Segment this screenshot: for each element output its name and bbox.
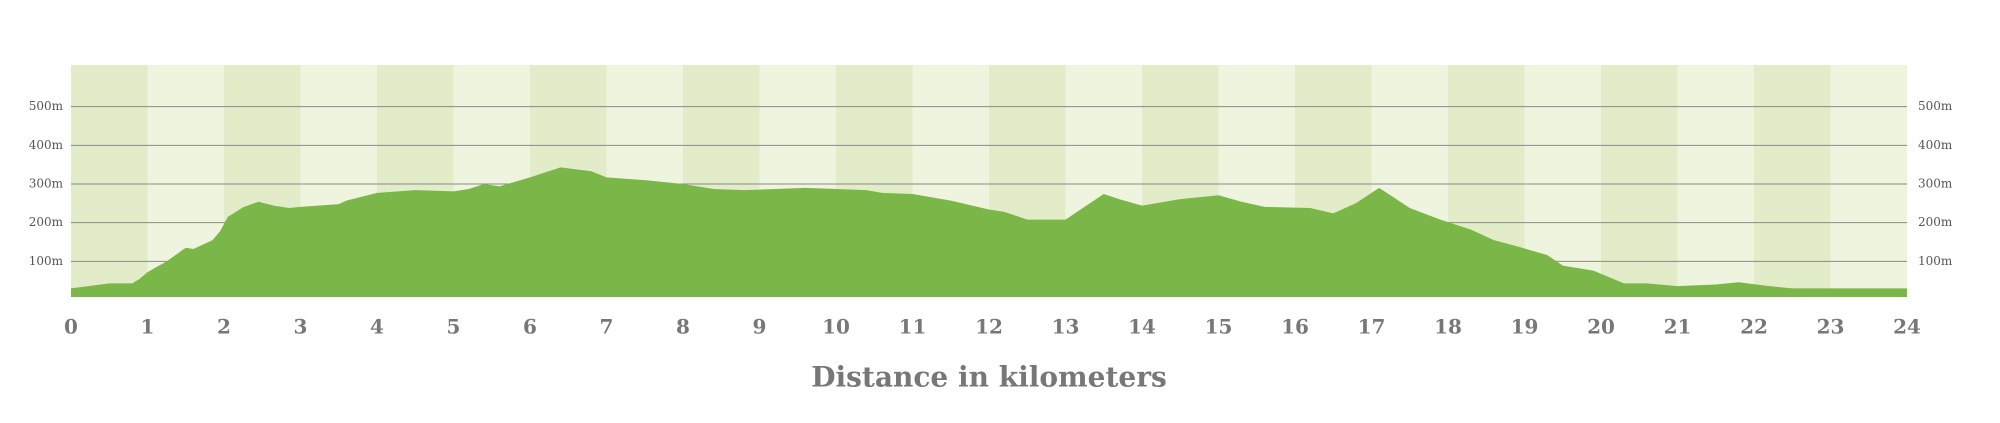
band: [1830, 65, 1907, 297]
x-tick-label: 14: [1128, 315, 1156, 339]
y-tick-label: 400m: [29, 138, 64, 152]
x-tick-label: 21: [1664, 315, 1692, 339]
x-tick-label: 22: [1740, 315, 1768, 339]
x-tick-label: 9: [753, 315, 767, 339]
band: [1677, 65, 1754, 297]
x-tick-label: 15: [1205, 315, 1233, 339]
y-tick-label-right: 400m: [1918, 138, 1953, 152]
x-tick-label: 12: [975, 315, 1003, 339]
x-axis-title: Distance in kilometers: [811, 361, 1167, 394]
y-tick-label: 100m: [29, 254, 64, 268]
x-tick-label: 18: [1434, 315, 1462, 339]
x-tick-label: 24: [1893, 315, 1921, 339]
x-tick-label: 1: [141, 315, 155, 339]
x-tick-label: 5: [447, 315, 461, 339]
x-tick-label: 17: [1358, 315, 1386, 339]
x-tick-label: 4: [370, 315, 384, 339]
x-tick-label: 19: [1511, 315, 1539, 339]
x-tick-label: 7: [600, 315, 614, 339]
y-tick-label-right: 200m: [1918, 215, 1953, 229]
x-tick-label: 6: [523, 315, 537, 339]
x-tick-label: 8: [676, 315, 690, 339]
band: [71, 65, 148, 297]
band: [1754, 65, 1831, 297]
y-tick-label-right: 100m: [1918, 254, 1953, 268]
y-tick-label: 200m: [29, 215, 64, 229]
x-tick-label: 20: [1587, 315, 1615, 339]
x-tick-label: 0: [64, 315, 78, 339]
x-tick-label: 10: [822, 315, 850, 339]
x-tick-label: 16: [1281, 315, 1309, 339]
x-tick-label: 23: [1817, 315, 1845, 339]
x-tick-label: 2: [217, 315, 231, 339]
y-tick-label-right: 500m: [1918, 99, 1953, 113]
elevation-area: [71, 167, 1907, 297]
y-tick-label: 300m: [29, 177, 64, 191]
x-tick-label: 11: [899, 315, 927, 339]
x-tick-label: 3: [294, 315, 308, 339]
y-tick-label-right: 300m: [1918, 177, 1953, 191]
x-tick-label: 13: [1052, 315, 1080, 339]
band: [1601, 65, 1678, 297]
y-tick-label: 500m: [29, 99, 64, 113]
